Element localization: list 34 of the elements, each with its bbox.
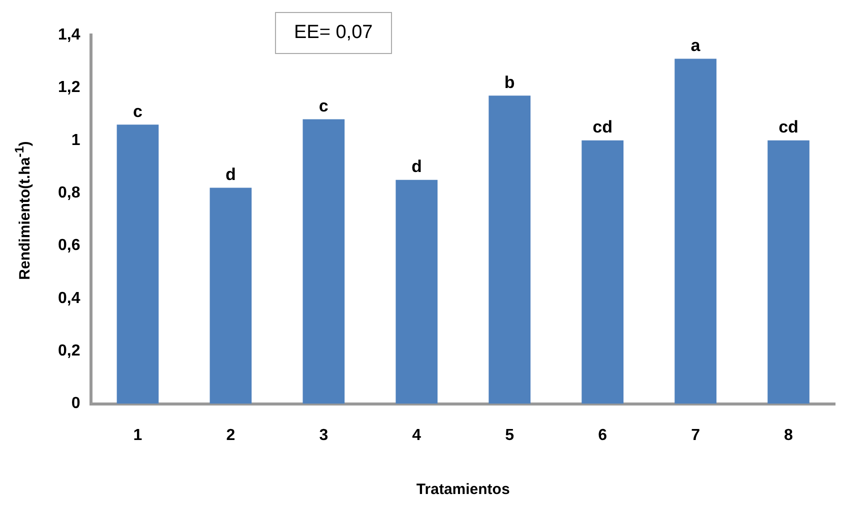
x-tick-label: 2 xyxy=(226,426,236,444)
annotation: c xyxy=(318,96,328,116)
bar xyxy=(302,119,345,404)
y-tick-label: 1,4 xyxy=(58,26,80,44)
annotation: c xyxy=(132,102,142,121)
annotation: d xyxy=(411,157,422,176)
bar xyxy=(396,180,438,404)
x-tick-label: 6 xyxy=(598,426,608,444)
y-tick-label: 0,6 xyxy=(58,237,80,254)
x-axis-title: Tratamientos xyxy=(416,481,510,498)
x-tick-label: 7 xyxy=(691,426,700,444)
x-tick-label: 8 xyxy=(784,426,794,444)
bar xyxy=(674,58,716,404)
y-tick-label: 0,4 xyxy=(58,290,80,307)
bar xyxy=(210,188,252,404)
y-tick-label: 1,2 xyxy=(58,79,80,96)
annotation: a xyxy=(690,36,701,55)
y-tick-label: 0,2 xyxy=(58,342,80,360)
x-tick-label: 1 xyxy=(133,426,142,444)
x-tick-label: 3 xyxy=(319,426,328,444)
bar xyxy=(768,140,810,404)
y-tick-label: 0 xyxy=(71,395,80,412)
annotation: b xyxy=(504,72,515,92)
annotation: EE= 0,07 xyxy=(275,12,392,54)
x-tick-label: 5 xyxy=(505,426,514,444)
bar xyxy=(488,96,531,404)
x-tick-label: 4 xyxy=(412,426,422,444)
bar xyxy=(116,124,159,404)
y-tick-label: 1 xyxy=(71,132,80,149)
bar xyxy=(582,140,624,404)
annotation: d xyxy=(226,164,236,184)
annotation: cd xyxy=(592,118,612,137)
y-tick-label: 0,8 xyxy=(58,184,80,202)
annotation: cd xyxy=(778,118,798,137)
